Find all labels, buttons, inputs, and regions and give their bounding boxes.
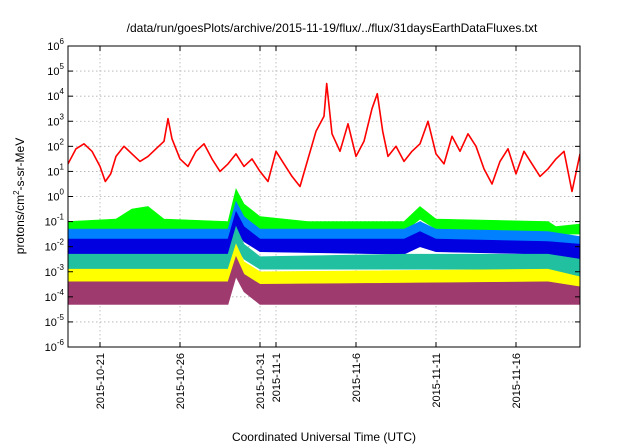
y-tick-label: 106: [47, 37, 64, 53]
x-tick-label: 2015-10-31: [255, 353, 267, 409]
series-layer: [68, 82, 580, 305]
x-tick-label: 2015-11-16: [511, 353, 523, 408]
y-axis-label: protons/cm2-s-sr-MeV: [12, 138, 27, 254]
y-tick-label: 10-6: [45, 338, 65, 354]
y-tick-label: 10-5: [45, 313, 65, 329]
x-tick-label: 2015-11-6: [351, 353, 363, 402]
series-band-6: [68, 255, 580, 305]
y-axis: 10-6 10-5 10-4 10-3 10-2 10-1 100 101 102 103 104 1…: [45, 37, 580, 354]
series-band-1: [68, 188, 580, 235]
series-line-0: [68, 82, 580, 193]
y-tick-label: 10-3: [45, 263, 65, 279]
y-tick-label: 102: [47, 137, 64, 153]
y-tick-label: 101: [47, 162, 64, 178]
y-tick-label: 103: [47, 112, 64, 128]
x-tick-label: 2015-11-1: [271, 353, 283, 402]
y-tick-label: 10-4: [45, 288, 65, 304]
x-tick-label: 2015-10-26: [175, 353, 187, 409]
x-tick-label: 2015-10-21: [95, 353, 107, 409]
y-tick-label: 104: [47, 87, 64, 103]
x-tick-label: 2015-11-11: [431, 353, 443, 408]
chart-title: /data/run/goesPlots/archive/2015-11-19/f…: [127, 21, 538, 35]
x-axis-label: Coordinated Universal Time (UTC): [232, 430, 416, 444]
y-tick-label: 10-1: [45, 213, 65, 229]
y-tick-label: 10-2: [45, 238, 65, 254]
y-tick-label: 105: [47, 62, 64, 78]
y-tick-label: 100: [47, 188, 64, 204]
x-axis: 2015-10-21 2015-10-26 2015-10-31 2015-11-1 2…: [95, 46, 523, 409]
